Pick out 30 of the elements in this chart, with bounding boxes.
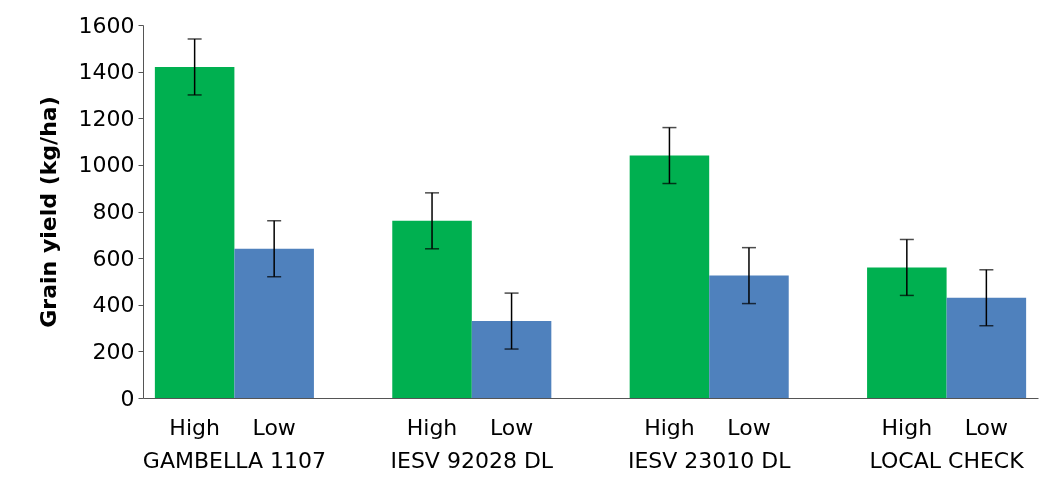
y-tick-label: 200 bbox=[92, 338, 135, 364]
y-axis-title: Grain yield (kg/ha) bbox=[35, 96, 61, 328]
bar bbox=[234, 248, 314, 398]
bar bbox=[154, 66, 235, 398]
series-label: High bbox=[169, 415, 220, 440]
text: Low bbox=[727, 415, 771, 440]
y-tick-label: 800 bbox=[92, 199, 135, 224]
y-tick-label: 1000 bbox=[78, 152, 135, 178]
text: Low bbox=[489, 415, 534, 440]
x-tick-label: IESV 23010 DL bbox=[627, 447, 792, 473]
bar bbox=[629, 155, 710, 398]
text: Low bbox=[964, 415, 1009, 440]
y-tick-label: 400 bbox=[92, 292, 135, 318]
x-tick-label: IESV 92028 DL bbox=[390, 447, 554, 473]
text: High bbox=[406, 415, 458, 440]
bar bbox=[867, 267, 947, 398]
y-tick-label: 1400 bbox=[78, 59, 135, 85]
text: High bbox=[644, 415, 695, 440]
text: High bbox=[881, 415, 933, 440]
bar bbox=[946, 297, 1027, 398]
y-tick-label: 0 bbox=[120, 385, 135, 411]
bar bbox=[392, 220, 472, 398]
y-tick-label: 600 bbox=[92, 245, 135, 271]
bar bbox=[471, 321, 552, 398]
x-tick-label: LOCAL CHECK bbox=[869, 447, 1025, 473]
y-tick-label: 1600 bbox=[78, 12, 135, 38]
x-tick-label: GAMBELLA 1107 bbox=[142, 447, 326, 473]
bar bbox=[709, 275, 789, 398]
series-label: Low bbox=[252, 415, 296, 440]
y-tick-label: 1200 bbox=[78, 105, 135, 131]
